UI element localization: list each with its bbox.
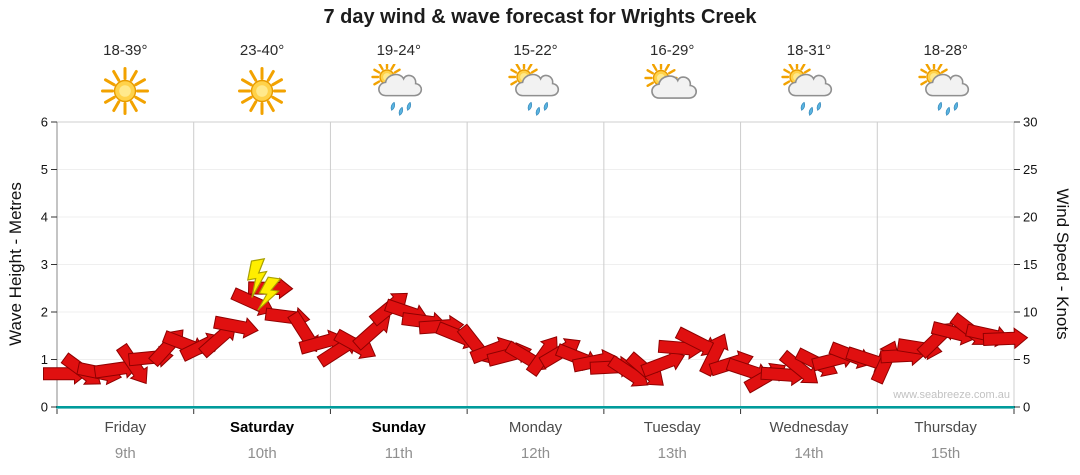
day-temps-friday: 18-39° bbox=[103, 42, 148, 59]
axis-ticks: 0 1 2 3 4 5 6 0 5 10 15 20 25 30 bbox=[41, 115, 1038, 415]
day-temps-tuesday: 16-29° bbox=[650, 42, 695, 59]
day-label-tuesday: Tuesday bbox=[643, 419, 701, 436]
day-label-thursday: Thursday bbox=[914, 419, 977, 436]
right-axis-tick-label: 20 bbox=[1023, 210, 1037, 225]
wind-arrow bbox=[640, 349, 686, 378]
watermark: www.seabreeze.com.au bbox=[893, 389, 1010, 401]
sun-rain-icon bbox=[507, 61, 565, 120]
day-date-saturday: 10th bbox=[247, 445, 277, 462]
day-date-tuesday: 13th bbox=[657, 445, 687, 462]
day-label-saturday: Saturday bbox=[229, 419, 295, 436]
sun-rain-icon bbox=[370, 61, 428, 120]
sunny-icon bbox=[96, 64, 154, 120]
wind-arrow bbox=[213, 315, 259, 339]
day-temps-monday: 15-22° bbox=[513, 42, 558, 59]
right-axis-tick-label: 5 bbox=[1023, 352, 1030, 367]
day-label-monday: Monday bbox=[508, 419, 563, 436]
left-axis-tick-label: 4 bbox=[41, 210, 48, 225]
left-axis-tick-label: 3 bbox=[41, 257, 48, 272]
left-axis-tick-label: 5 bbox=[41, 162, 48, 177]
left-axis-tick-label: 1 bbox=[41, 352, 48, 367]
day-temps-wednesday: 18-31° bbox=[786, 42, 832, 59]
lightning-bolt-icon bbox=[246, 257, 268, 298]
left-axis-tick-label: 2 bbox=[41, 305, 48, 320]
left-axis-tick-label: 0 bbox=[41, 400, 48, 415]
lightning-bolt-icon bbox=[257, 276, 282, 311]
day-date-monday: 12th bbox=[520, 445, 551, 462]
day-date-friday: 9th bbox=[114, 445, 136, 462]
chart-title: 7 day wind & wave forecast for Wrights C… bbox=[323, 6, 757, 28]
day-date-thursday: 15th bbox=[931, 445, 961, 462]
right-axis-tick-label: 15 bbox=[1023, 257, 1037, 272]
left-axis-tick-label: 6 bbox=[41, 115, 48, 130]
day-temps-sunday: 19-24° bbox=[376, 42, 421, 59]
day-temps-thursday: 18-28° bbox=[923, 42, 968, 59]
day-temps-saturday: 23-40° bbox=[239, 42, 285, 59]
wind-arrow bbox=[982, 327, 1029, 350]
right-axis-tick-label: 0 bbox=[1023, 400, 1030, 415]
x-axis-baseline bbox=[56, 406, 1015, 409]
sun-rain-icon bbox=[917, 61, 975, 120]
right-axis-tick-label: 10 bbox=[1023, 305, 1037, 320]
day-label-wednesday: Wednesday bbox=[769, 419, 849, 436]
wind-arrow-series bbox=[43, 277, 1029, 394]
day-label-friday: Friday bbox=[104, 419, 147, 436]
storm-lightning-marker bbox=[246, 257, 282, 311]
right-axis-tick-label: 25 bbox=[1023, 162, 1037, 177]
day-date-sunday: 11th bbox=[384, 445, 413, 462]
day-label-sunday: Sunday bbox=[371, 419, 426, 436]
wind-arrow bbox=[778, 349, 819, 384]
sun-rain-icon bbox=[780, 61, 838, 120]
sunny-icon bbox=[233, 64, 291, 120]
right-axis-tick-label: 30 bbox=[1023, 115, 1037, 130]
sun-cloud-icon bbox=[643, 61, 701, 120]
day-date-wednesday: 14th bbox=[794, 445, 824, 462]
